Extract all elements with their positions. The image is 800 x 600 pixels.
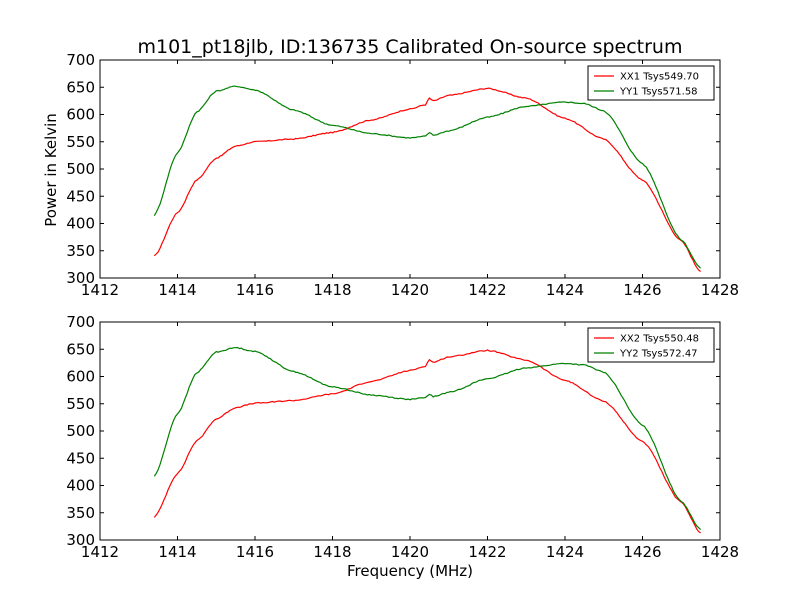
x-tick-label: 1412 (81, 281, 119, 299)
y-tick-label: 300 (66, 531, 95, 549)
x-tick-label: 1426 (623, 543, 661, 561)
x-tick-label: 1416 (236, 543, 274, 561)
legend: XX1 Tsys549.70 YY1 Tsys571.58 (587, 65, 715, 101)
legend-label: YY2 Tsys572.47 (619, 349, 698, 360)
series-line-1-2 (153, 85, 702, 269)
chart-panel-2: 1412 1414 1416 1418 1420 1422 1424 1426 1428 300 3… (66, 313, 739, 561)
x-tick-label: 1418 (313, 543, 351, 561)
chart-title: m101_pt18jlb, ID:136735 Calibrated On-so… (138, 36, 683, 58)
x-tick-label: 1424 (546, 543, 584, 561)
y-tick-label: 300 (66, 269, 95, 287)
y-tick-label: 350 (66, 504, 95, 522)
y-tick-label: 650 (66, 340, 95, 358)
x-tick-label: 1426 (623, 281, 661, 299)
y-tick-label: 650 (66, 78, 95, 96)
y-tick-label: 500 (66, 422, 95, 440)
x-tick-label: 1422 (468, 543, 506, 561)
chart-panel-1: 1412 1414 1416 1418 1420 1422 1424 1426 1428 300 3… (66, 51, 739, 299)
legend-box (587, 65, 715, 101)
x-tick-label: 1414 (158, 543, 196, 561)
y-tick-label: 700 (66, 51, 95, 69)
x-tick-label: 1428 (701, 543, 739, 561)
y-tick-label: 700 (66, 313, 95, 331)
legend-label: XX2 Tsys550.48 (620, 334, 699, 345)
legend-label: YY1 Tsys571.58 (619, 87, 698, 98)
y-axis-label: Power in Kelvin (42, 113, 60, 227)
y-tick-label: 500 (66, 160, 95, 178)
x-tick-label: 1420 (391, 281, 429, 299)
x-tick-label: 1418 (313, 281, 351, 299)
y-tick-label: 600 (66, 106, 95, 124)
x-tick-label: 1422 (468, 281, 506, 299)
y-tick-label: 600 (66, 368, 95, 386)
x-tick-label: 1416 (236, 281, 274, 299)
y-tick-label: 400 (66, 215, 95, 233)
series-line-2-1 (153, 349, 701, 534)
x-tick-label: 1414 (158, 281, 196, 299)
legend-label: XX1 Tsys549.70 (620, 72, 699, 83)
y-tick-label: 350 (66, 242, 95, 260)
series-line-1-1 (153, 87, 701, 272)
y-tick-label: 450 (66, 187, 95, 205)
y-tick-label: 400 (66, 477, 95, 495)
y-tick-label: 550 (66, 395, 95, 413)
x-axis-label: Frequency (MHz) (347, 562, 473, 580)
y-tick-label: 450 (66, 449, 95, 467)
x-tick-label: 1428 (701, 281, 739, 299)
legend: XX2 Tsys550.48 YY2 Tsys572.47 (587, 327, 715, 363)
legend-box (587, 327, 715, 363)
y-tick-label: 550 (66, 133, 95, 151)
x-tick-label: 1420 (391, 543, 429, 561)
series-line-2-2 (153, 346, 702, 531)
x-tick-label: 1412 (81, 543, 119, 561)
x-tick-label: 1424 (546, 281, 584, 299)
